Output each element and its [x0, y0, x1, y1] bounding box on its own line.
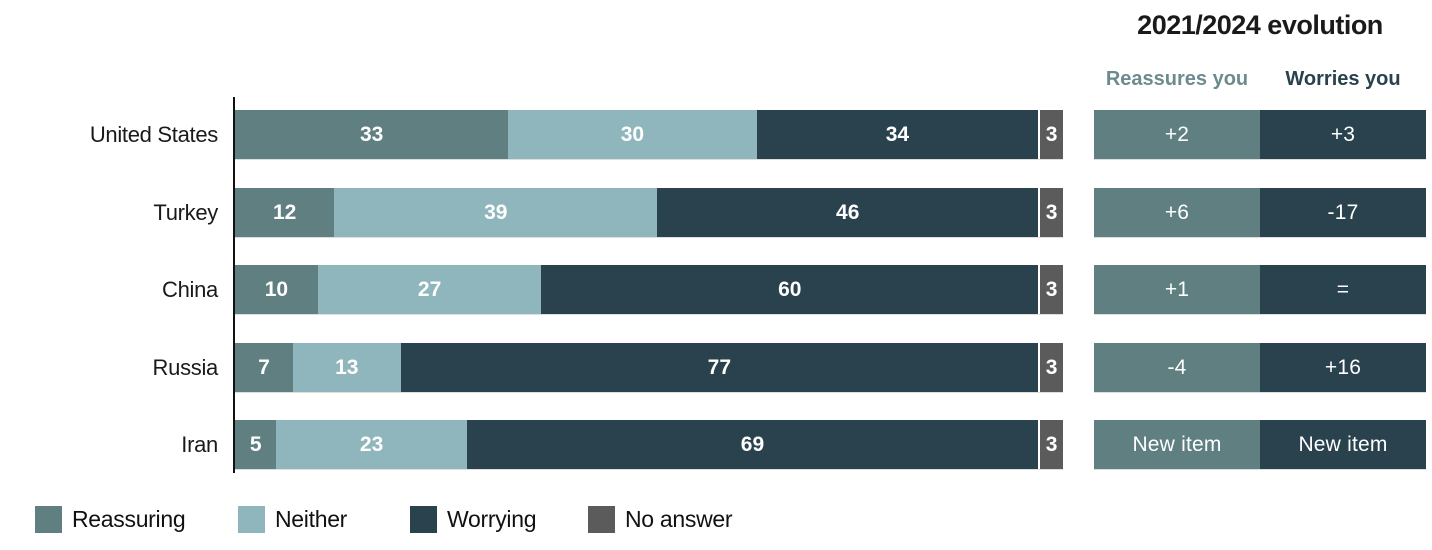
stacked-bar: 5 23 69 3: [235, 420, 1063, 470]
bar-value: 3: [1045, 277, 1058, 301]
evolution-cell-worries: =: [1260, 265, 1426, 314]
legend: Reassuring Neither Worrying No answer: [0, 506, 1432, 542]
evolution-cell-reassures: +1: [1094, 265, 1260, 314]
legend-swatch-worrying: [410, 506, 437, 533]
legend-swatch-neither: [238, 506, 265, 533]
evolution-header-worries: Worries you: [1285, 68, 1401, 90]
evolution-row: +2 +3: [1094, 110, 1426, 160]
bar-segment-reassuring: 10: [235, 265, 318, 314]
category-label: Iran: [181, 432, 218, 457]
bar-segment-no-answer: 3: [1038, 188, 1063, 237]
chart-row-china: China 10 27 60 3 +1 =: [0, 265, 1432, 315]
legend-label: Reassuring: [72, 506, 186, 532]
evolution-headers: Reassures you Worries you: [1094, 68, 1426, 91]
bar-segment-worrying: 46: [657, 188, 1039, 237]
evolution-row: New item New item: [1094, 420, 1426, 470]
bar-segment-neither: 27: [317, 265, 542, 314]
bar-value: 3: [1045, 122, 1058, 146]
stacked-bar: 12 39 46 3: [235, 188, 1063, 238]
evolution-header-reassures: Reassures you: [1105, 68, 1249, 90]
legend-swatch-reassuring: [35, 506, 62, 533]
bar-value: 39: [484, 200, 508, 224]
evolution-cell-reassures: New item: [1094, 420, 1260, 469]
legend-label: No answer: [625, 506, 733, 532]
bar-segment-worrying: 77: [400, 343, 1039, 392]
bar-segment-neither: 13: [292, 343, 401, 392]
stacked-bar: 33 30 34 3: [235, 110, 1063, 160]
category-label: Russia: [152, 355, 219, 380]
evolution-cell-reassures: +2: [1094, 110, 1260, 159]
evolution-cell-worries: +16: [1260, 343, 1426, 392]
bar-value: 3: [1045, 355, 1058, 379]
bar-segment-no-answer: 3: [1038, 420, 1063, 469]
bar-value: 5: [249, 432, 262, 456]
evolution-cell-reassures: -4: [1094, 343, 1260, 392]
evolution-row: +6 -17: [1094, 188, 1426, 238]
legend-item-worrying: Worrying: [410, 506, 537, 533]
chart-row-iran: Iran 5 23 69 3 New item New item: [0, 420, 1432, 470]
legend-item-no-answer: No answer: [588, 506, 733, 533]
bar-value: 23: [359, 432, 384, 456]
legend-swatch-no-answer: [588, 506, 615, 533]
legend-item-neither: Neither: [238, 506, 347, 533]
bar-value: 33: [359, 122, 384, 146]
bar-value: 69: [740, 432, 765, 456]
bar-value: 12: [273, 200, 297, 224]
chart-row-russia: Russia 7 13 77 3 -4 +16: [0, 343, 1432, 393]
category-label: China: [162, 277, 218, 302]
bar-value: 27: [417, 277, 442, 301]
bar-value: 3: [1045, 200, 1058, 224]
y-axis-line: [233, 97, 235, 473]
bar-segment-reassuring: 7: [235, 343, 293, 392]
bar-segment-no-answer: 3: [1038, 343, 1063, 392]
bar-segment-reassuring: 33: [235, 110, 509, 159]
bar-value: 3: [1045, 432, 1058, 456]
evolution-title: 2021/2024 evolution: [1137, 10, 1383, 40]
legend-label: Worrying: [447, 506, 537, 532]
stacked-bar: 10 27 60 3: [235, 265, 1063, 315]
bar-value: 30: [620, 122, 645, 146]
bar-segment-no-answer: 3: [1038, 265, 1063, 314]
bar-segment-worrying: 60: [541, 265, 1039, 314]
chart-row-united-states: United States 33 30 34 3 +2 +3: [0, 110, 1432, 160]
bar-value: 7: [258, 355, 270, 379]
bar-value: 13: [335, 355, 359, 379]
legend-label: Neither: [275, 506, 348, 532]
bar-value: 34: [885, 122, 910, 146]
bar-segment-no-answer: 3: [1038, 110, 1063, 159]
bar-value: 46: [836, 200, 860, 224]
evolution-cell-worries: +3: [1260, 110, 1426, 159]
bar-value: 10: [264, 277, 289, 301]
evolution-row: -4 +16: [1094, 343, 1426, 393]
evolution-cell-reassures: +6: [1094, 188, 1260, 237]
category-label: Turkey: [153, 200, 218, 225]
bar-segment-neither: 39: [334, 188, 658, 237]
category-label: United States: [89, 122, 218, 147]
bar-segment-neither: 23: [276, 420, 467, 469]
bar-segment-worrying: 34: [756, 110, 1039, 159]
bar-segment-neither: 30: [508, 110, 757, 159]
bar-value: 77: [707, 355, 732, 379]
bar-segment-worrying: 69: [466, 420, 1039, 469]
bar-value: 60: [778, 277, 802, 301]
chart-row-turkey: Turkey 12 39 46 3 +6 -17: [0, 188, 1432, 238]
stacked-bar: 7 13 77 3: [235, 343, 1063, 393]
evolution-cell-worries: -17: [1260, 188, 1426, 237]
evolution-row: +1 =: [1094, 265, 1426, 315]
evolution-cell-worries: New item: [1260, 420, 1426, 469]
legend-item-reassuring: Reassuring: [35, 506, 186, 533]
bar-segment-reassuring: 12: [235, 188, 335, 237]
bar-segment-reassuring: 5: [235, 420, 277, 469]
